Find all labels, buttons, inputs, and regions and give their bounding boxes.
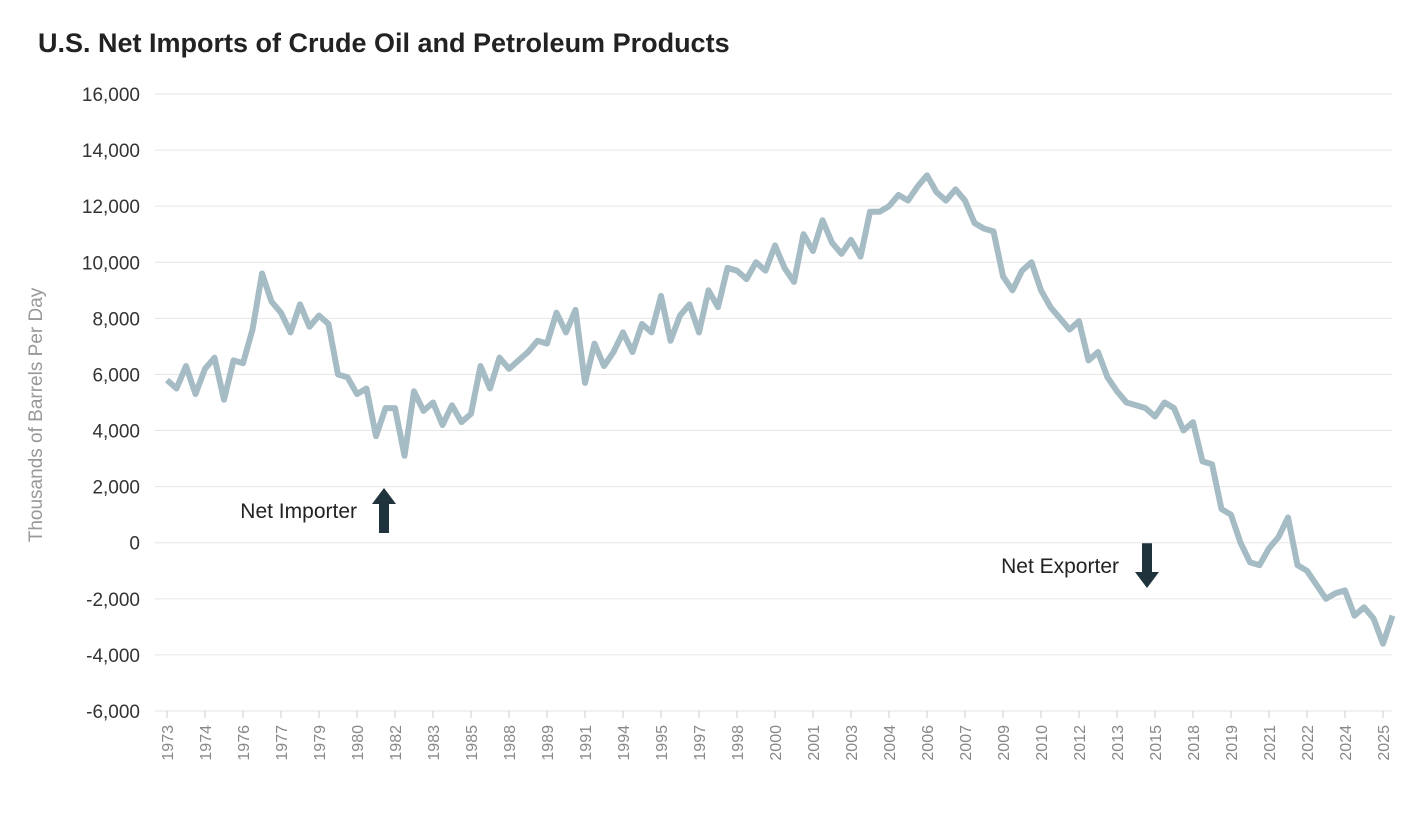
x-tick-label: 1973 [160,725,177,761]
up-arrow [372,488,396,533]
y-axis-label: Thousands of Barrels Per Day [26,287,47,542]
y-tick-label: 4,000 [92,422,140,443]
x-tick-label: 1974 [198,725,215,761]
x-tick-label: 1979 [312,725,329,761]
y-tick-label: 8,000 [92,309,140,330]
chart-title: U.S. Net Imports of Crude Oil and Petrol… [38,28,730,58]
x-tick-label: 1985 [464,725,481,761]
x-tick-label: 2025 [1376,725,1393,761]
x-tick-label: 2010 [1034,725,1051,761]
x-tick-label: 1991 [578,725,595,761]
x-tick-label: 2007 [958,725,975,761]
y-tick-label: 2,000 [92,478,140,499]
x-tick-label: 1995 [654,725,671,761]
x-tick-label: 2013 [1110,725,1127,761]
x-tick-label: 1998 [730,725,747,761]
x-tick-label: 2006 [920,725,937,761]
x-tick-label: 1976 [236,725,253,761]
x-tick-label: 2024 [1338,725,1355,761]
y-tick-label: 6,000 [92,365,140,386]
y-tick-label: 16,000 [82,85,140,106]
x-tick-label: 2019 [1224,725,1241,761]
x-tick-label: 2021 [1262,725,1279,761]
y-tick-label: -2,000 [86,590,140,611]
y-tick-label: -4,000 [86,646,140,667]
data-line [165,172,1396,647]
x-tick-label: 1982 [388,725,405,761]
x-tick-label: 2015 [1148,725,1165,761]
x-tick-label: 1988 [502,725,519,761]
y-tick-label: 10,000 [82,253,140,274]
x-tick-label: 1977 [274,725,291,761]
x-tick-label: 2000 [768,725,785,761]
x-tick-label: 2018 [1186,725,1203,761]
y-tick-label: 12,000 [82,197,140,218]
x-tick-label: 1994 [616,725,633,761]
x-tick-label: 2001 [806,725,823,761]
y-tick-label: 14,000 [82,141,140,162]
x-tick-label: 2009 [996,725,1013,761]
x-tick-label: 1989 [540,725,557,761]
x-tick-label: 2012 [1072,725,1089,761]
x-tick-label: 2022 [1300,725,1317,761]
x-tick-label: 2004 [882,725,899,761]
down-arrow [1135,543,1159,588]
annotation: Net Importer [240,500,357,523]
x-tick-label: 1997 [692,725,709,761]
y-tick-label: 0 [129,534,140,555]
x-tick-label: 2003 [844,725,861,761]
y-tick-label: -6,000 [86,702,140,723]
annotation: Net Exporter [1001,555,1119,578]
x-tick-label: 1983 [426,725,443,761]
x-tick-label: 1980 [350,725,367,761]
